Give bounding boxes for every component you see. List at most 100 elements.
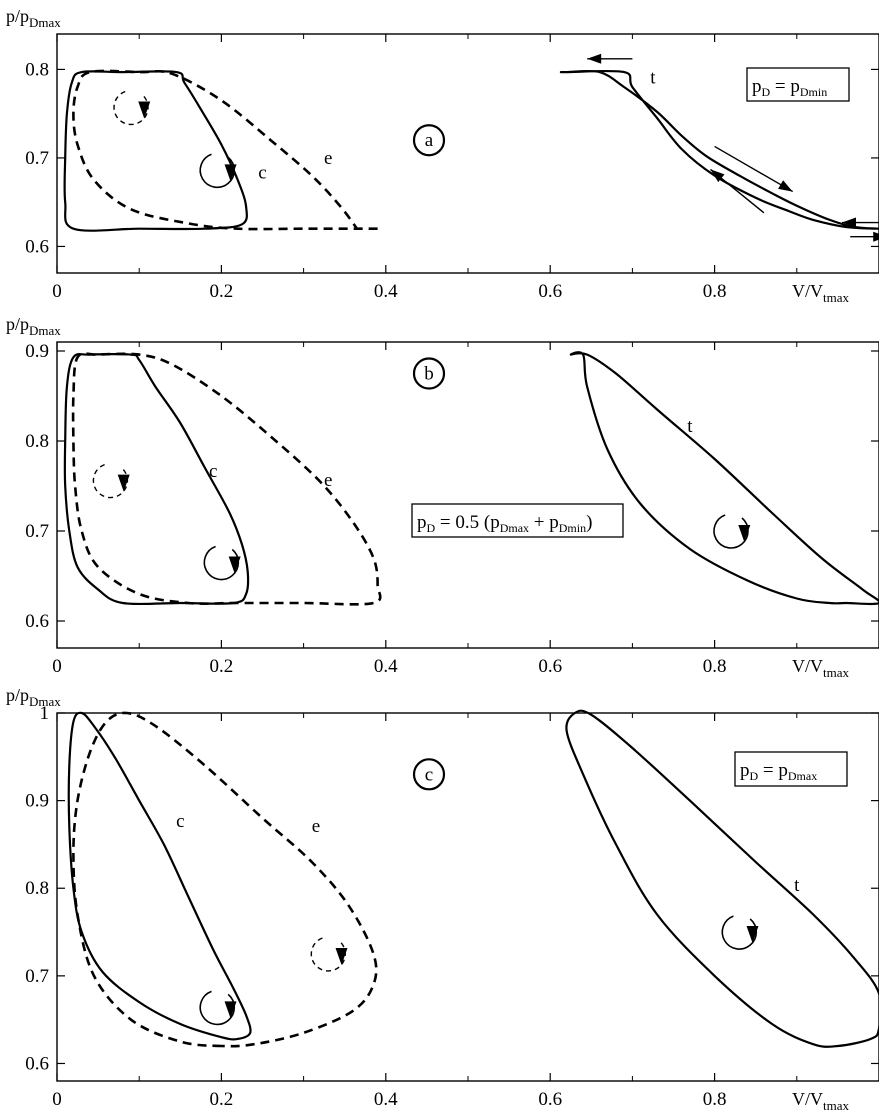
series-e-curve bbox=[71, 352, 382, 606]
curve-label-t: t bbox=[650, 68, 656, 89]
y-tick-label: 1 bbox=[40, 703, 50, 724]
panel-marker-label: b bbox=[424, 364, 434, 385]
y-tick-label: 0.7 bbox=[25, 521, 49, 542]
flow-arrow-icon bbox=[587, 53, 633, 64]
y-axis-label: p/pDmax bbox=[6, 314, 61, 338]
rotation-arrowhead-icon bbox=[224, 164, 237, 182]
x-tick-label: 0 bbox=[52, 281, 62, 302]
series-e-curve bbox=[72, 711, 378, 1048]
legend-text: pD = 0.5 (pDmax + pDmin) bbox=[417, 512, 592, 535]
rotation-arrowhead-icon bbox=[228, 556, 241, 574]
x-tick-label: 0.4 bbox=[374, 281, 398, 302]
rotation-arrowhead-icon bbox=[117, 474, 130, 492]
curve-label-c: c bbox=[258, 162, 266, 183]
flow-arrow-icon bbox=[714, 145, 794, 193]
series-e-curve bbox=[72, 69, 378, 231]
series-c-curve bbox=[67, 711, 252, 1041]
x-tick-label: 0 bbox=[52, 656, 62, 677]
panel-marker-circle bbox=[412, 357, 446, 390]
legend: pD = 0.5 (pDmax + pDmin) bbox=[411, 503, 624, 538]
y-tick-label: 0.6 bbox=[25, 611, 49, 632]
series-c-curve bbox=[63, 352, 250, 606]
y-tick-label: 0.8 bbox=[25, 59, 49, 80]
x-tick-label: 0.6 bbox=[538, 656, 562, 677]
panel-marker: c bbox=[412, 758, 446, 791]
rotation-arrowhead-icon bbox=[738, 525, 751, 542]
x-tick-label: 0.8 bbox=[703, 656, 727, 677]
series-t-curve bbox=[569, 351, 879, 606]
panel-marker: b bbox=[412, 357, 446, 390]
rotation-arrowhead-icon bbox=[335, 947, 348, 965]
y-axis-label: p/pDmax bbox=[6, 6, 61, 30]
rotation-arrowhead-icon bbox=[224, 1001, 237, 1019]
curve-label-e: e bbox=[324, 148, 332, 169]
x-tick-label: 0.4 bbox=[374, 1089, 398, 1110]
legend-box bbox=[411, 503, 624, 538]
x-tick-label: 0.8 bbox=[703, 281, 727, 302]
panel-marker: a bbox=[412, 124, 446, 157]
x-tick-label: 0.2 bbox=[210, 281, 234, 302]
y-tick-label: 0.8 bbox=[25, 431, 49, 452]
flow-arrowhead bbox=[710, 169, 725, 183]
flow-arrow-icon bbox=[842, 217, 879, 228]
flow-arrowhead bbox=[778, 180, 793, 192]
rotation-direction-icon bbox=[310, 937, 348, 972]
rotation-arrowhead-icon bbox=[138, 101, 151, 119]
x-tick-label: 0.4 bbox=[374, 656, 398, 677]
y-tick-label: 0.6 bbox=[25, 236, 49, 257]
curve-label-c: c bbox=[209, 461, 217, 482]
flow-arrowhead bbox=[873, 231, 879, 242]
series-t-curve bbox=[559, 69, 879, 230]
rotation-direction-icon bbox=[713, 514, 751, 549]
flow-arrow-line bbox=[714, 145, 794, 193]
x-tick-label: 0.2 bbox=[210, 1089, 234, 1110]
x-tick-label: 0.2 bbox=[210, 656, 234, 677]
flow-arrowhead bbox=[842, 217, 856, 228]
curve-label-e: e bbox=[324, 470, 332, 491]
y-tick-label: 0.9 bbox=[25, 341, 49, 362]
rotation-direction-icon bbox=[113, 90, 151, 126]
panel-marker-circle bbox=[412, 758, 446, 791]
rotation-direction-icon bbox=[199, 153, 237, 189]
legend-text: pD = pDmin bbox=[752, 76, 827, 99]
rotation-arrowhead-icon bbox=[746, 926, 759, 944]
y-tick-label: 0.6 bbox=[25, 1053, 49, 1074]
rotation-direction-icon bbox=[721, 915, 759, 950]
flow-arrow-icon bbox=[710, 168, 765, 214]
legend-text: pD = pDmax bbox=[740, 760, 817, 783]
rotation-direction-icon bbox=[199, 990, 237, 1026]
panel-c: 0 0.2 0.4 0.6 0.8 0.6 0.7 0.8 0.9 1p/pDmax V/Vtmax… bbox=[6, 685, 879, 1113]
legend: pD = pDmax bbox=[734, 751, 848, 787]
x-tick-label: 0.8 bbox=[703, 1089, 727, 1110]
curve-label-t: t bbox=[794, 875, 800, 896]
rotation-direction-icon bbox=[92, 463, 130, 499]
x-axis-label: V/Vtmax bbox=[792, 656, 849, 680]
x-tick-label: 0 bbox=[52, 1089, 62, 1110]
series-c-curve bbox=[63, 70, 248, 232]
x-axis-label: V/Vtmax bbox=[792, 1089, 849, 1113]
y-tick-label: 0.7 bbox=[25, 148, 49, 169]
y-tick-label: 0.8 bbox=[25, 878, 49, 899]
panel-marker-circle bbox=[412, 124, 446, 157]
panel-b: 0 0.2 0.4 0.6 0.8 0.6 0.7 0.8 0.9 p/pDmax V/Vtmax c… bbox=[6, 314, 879, 680]
legend-box bbox=[746, 67, 850, 102]
legend: pD = pDmin bbox=[746, 67, 850, 102]
x-tick-label: 0.6 bbox=[538, 1089, 562, 1110]
flow-arrow-icon bbox=[850, 231, 879, 242]
legend-box bbox=[734, 751, 848, 787]
y-axis-label: p/pDmax bbox=[6, 685, 61, 709]
curve-label-c: c bbox=[176, 811, 184, 832]
curve-label-e: e bbox=[312, 816, 320, 837]
y-tick-label: 0.7 bbox=[25, 966, 49, 987]
rotation-direction-icon bbox=[203, 545, 241, 581]
panel-a: 0 0.2 0.4 0.6 0.8 0.6 0.7 0.8 p/pDmax V/Vtmax c e t a… bbox=[6, 6, 879, 305]
y-tick-label: 0.9 bbox=[25, 791, 49, 812]
x-tick-label: 0.6 bbox=[538, 281, 562, 302]
curve-label-t: t bbox=[687, 416, 693, 437]
flow-arrowhead bbox=[587, 53, 602, 64]
panel-marker-label: a bbox=[425, 130, 434, 151]
x-axis-label: V/Vtmax bbox=[792, 281, 849, 305]
panel-marker-label: c bbox=[425, 764, 433, 785]
